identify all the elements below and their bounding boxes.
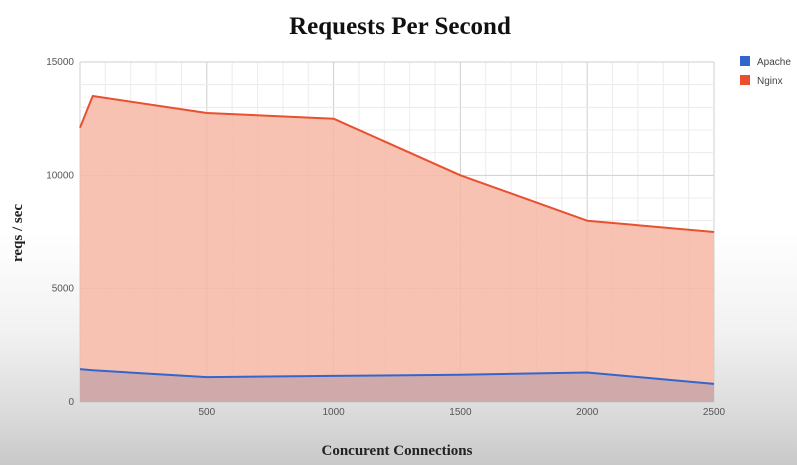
x-tick-label: 2500	[703, 407, 726, 418]
y-tick-label: 10000	[46, 170, 74, 181]
y-tick-label: 0	[68, 397, 74, 408]
x-tick-label: 500	[198, 407, 215, 418]
x-tick-label: 1500	[449, 407, 472, 418]
y-tick-label: 5000	[52, 284, 75, 295]
apache-legend-swatch	[740, 56, 750, 66]
nginx-area	[80, 96, 714, 402]
nginx-line	[79, 95, 715, 233]
x-tick-label: 1000	[322, 407, 345, 418]
nginx-legend-label: Nginx	[757, 76, 783, 87]
series-lines	[79, 95, 715, 385]
apache-legend-label: Apache	[757, 57, 791, 68]
x-axis-label: Concurent Connections	[322, 443, 473, 459]
y-axis-label: reqs / sec	[10, 204, 26, 262]
nginx-legend-swatch	[740, 75, 750, 85]
apache-line	[79, 368, 715, 385]
y-axis-ticks: 0 5000 10000 15000	[46, 57, 74, 408]
y-tick-label: 15000	[46, 57, 74, 68]
chart-title: Requests Per Second	[289, 13, 511, 40]
x-tick-label: 2000	[576, 407, 599, 418]
x-axis-ticks: 500 1000 1500 2000 2500	[198, 407, 725, 418]
legend: Apache Nginx	[740, 56, 791, 87]
